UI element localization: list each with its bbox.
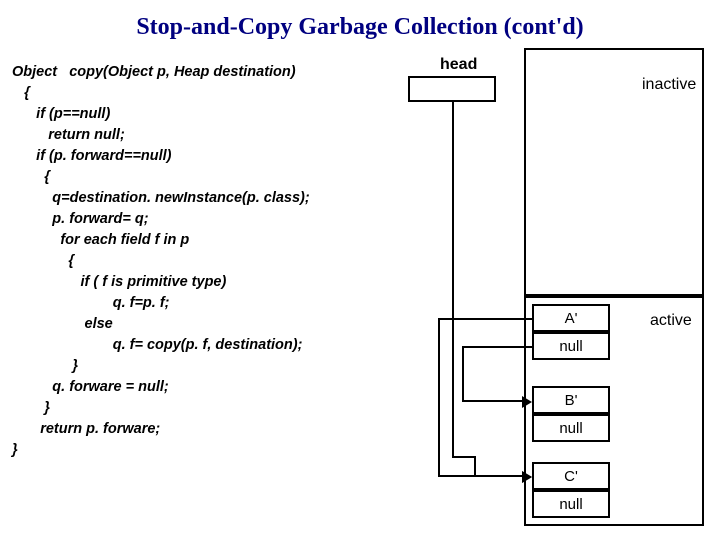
- inactive-label: inactive: [642, 76, 696, 94]
- cell-b: B': [532, 386, 610, 414]
- cell-c-null: null: [532, 490, 610, 518]
- head-label: head: [440, 56, 477, 74]
- cell-c: C': [532, 462, 610, 490]
- cell-a-null: null: [532, 332, 610, 360]
- active-label: active: [650, 312, 692, 330]
- page-title: Stop-and-Copy Garbage Collection (cont'd…: [0, 14, 720, 41]
- cell-b-null: null: [532, 414, 610, 442]
- cell-a: A': [532, 304, 610, 332]
- code-block: Object copy(Object p, Heap destination) …: [12, 62, 310, 461]
- head-box: [408, 76, 496, 102]
